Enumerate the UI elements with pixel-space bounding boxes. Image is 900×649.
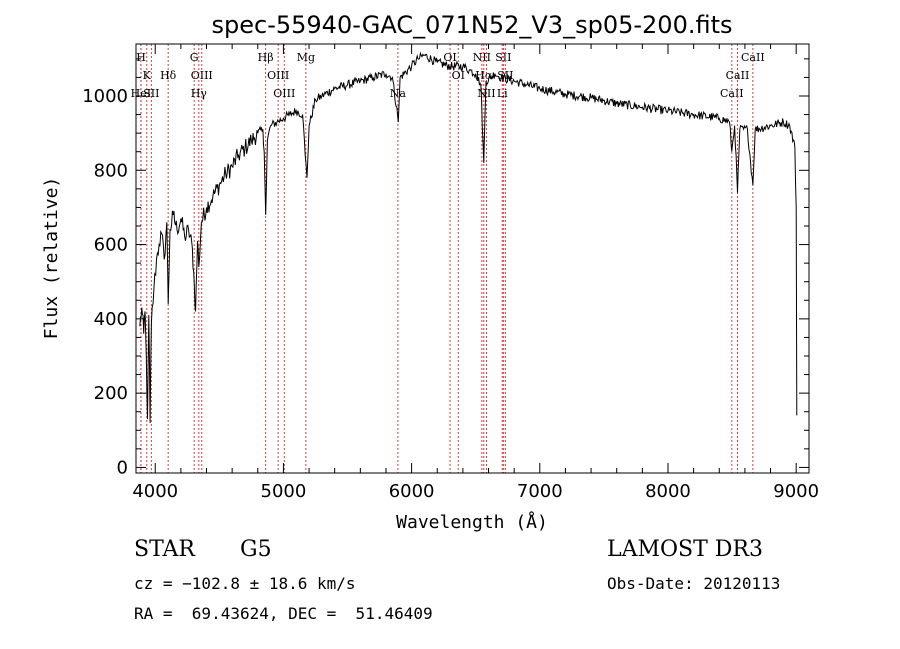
spectral-line-label: NII xyxy=(477,87,495,100)
y-tick-label: 200 xyxy=(94,383,128,404)
x-tick-label: 5000 xyxy=(261,481,307,502)
survey-name: LAMOST DR3 xyxy=(607,537,763,562)
spectral-line-label: OI xyxy=(452,69,465,82)
y-tick-label: 600 xyxy=(94,235,128,256)
x-tick-label: 4000 xyxy=(132,481,178,502)
object-subclass: G5 xyxy=(240,537,272,562)
spectral-line-label: OIII xyxy=(273,87,295,100)
redshift-cz: cz = −102.8 ± 18.6 km/s xyxy=(134,574,356,593)
coordinates: RA = 69.43624, DEC = 51.46409 xyxy=(134,604,433,623)
x-tick-label: 9000 xyxy=(773,481,819,502)
y-tick-label: 0 xyxy=(117,457,128,478)
spectral-line-label: OI xyxy=(443,51,456,64)
chart-title: spec-55940-GAC_071N52_V3_sp05-200.fits xyxy=(212,11,733,39)
spectral-line-label: K xyxy=(143,69,152,82)
spectral-line-label: Li xyxy=(497,87,508,100)
spectral-line-label: SII xyxy=(143,87,159,100)
spectral-line-label: Hγ xyxy=(191,87,208,100)
spectral-line-label: CaII xyxy=(741,51,765,64)
spectral-line-label: OIII xyxy=(191,69,213,82)
series-group xyxy=(139,51,798,423)
spectral-line-label: SII xyxy=(495,51,511,64)
obs-date: Obs-Date: 20120113 xyxy=(607,574,781,593)
y-tick-label: 800 xyxy=(94,160,128,181)
x-tick-label: 6000 xyxy=(389,481,435,502)
spectral-line-label: NII xyxy=(473,51,491,64)
y-axis-label: Flux (relative) xyxy=(41,177,62,340)
y-axis: 0 200 400 600 800 1000 xyxy=(82,58,809,478)
spectral-line-label: OIII xyxy=(267,69,289,82)
spectral-line-label: G xyxy=(190,51,199,64)
x-axis: 4000 5000 6000 7000 8000 9000 xyxy=(132,44,819,502)
spectral-line-label: CaII xyxy=(720,87,744,100)
spectral-line-label: Hβ xyxy=(258,51,274,64)
x-tick-label: 7000 xyxy=(517,481,563,502)
spectral-line-label: Hδ xyxy=(160,69,177,82)
plot-frame xyxy=(135,43,810,474)
y-tick-label: 1000 xyxy=(82,86,128,107)
spectral-line-label: Na xyxy=(390,87,407,100)
x-axis-label: Wavelength (Å) xyxy=(396,511,548,533)
x-tick-label: 8000 xyxy=(645,481,691,502)
spectrum-series-line xyxy=(139,51,798,423)
spectral-line-label: Mg xyxy=(297,51,315,64)
spectral-line-label: CaII xyxy=(726,69,750,82)
y-tick-label: 400 xyxy=(94,309,128,330)
object-class: STAR xyxy=(134,537,195,562)
